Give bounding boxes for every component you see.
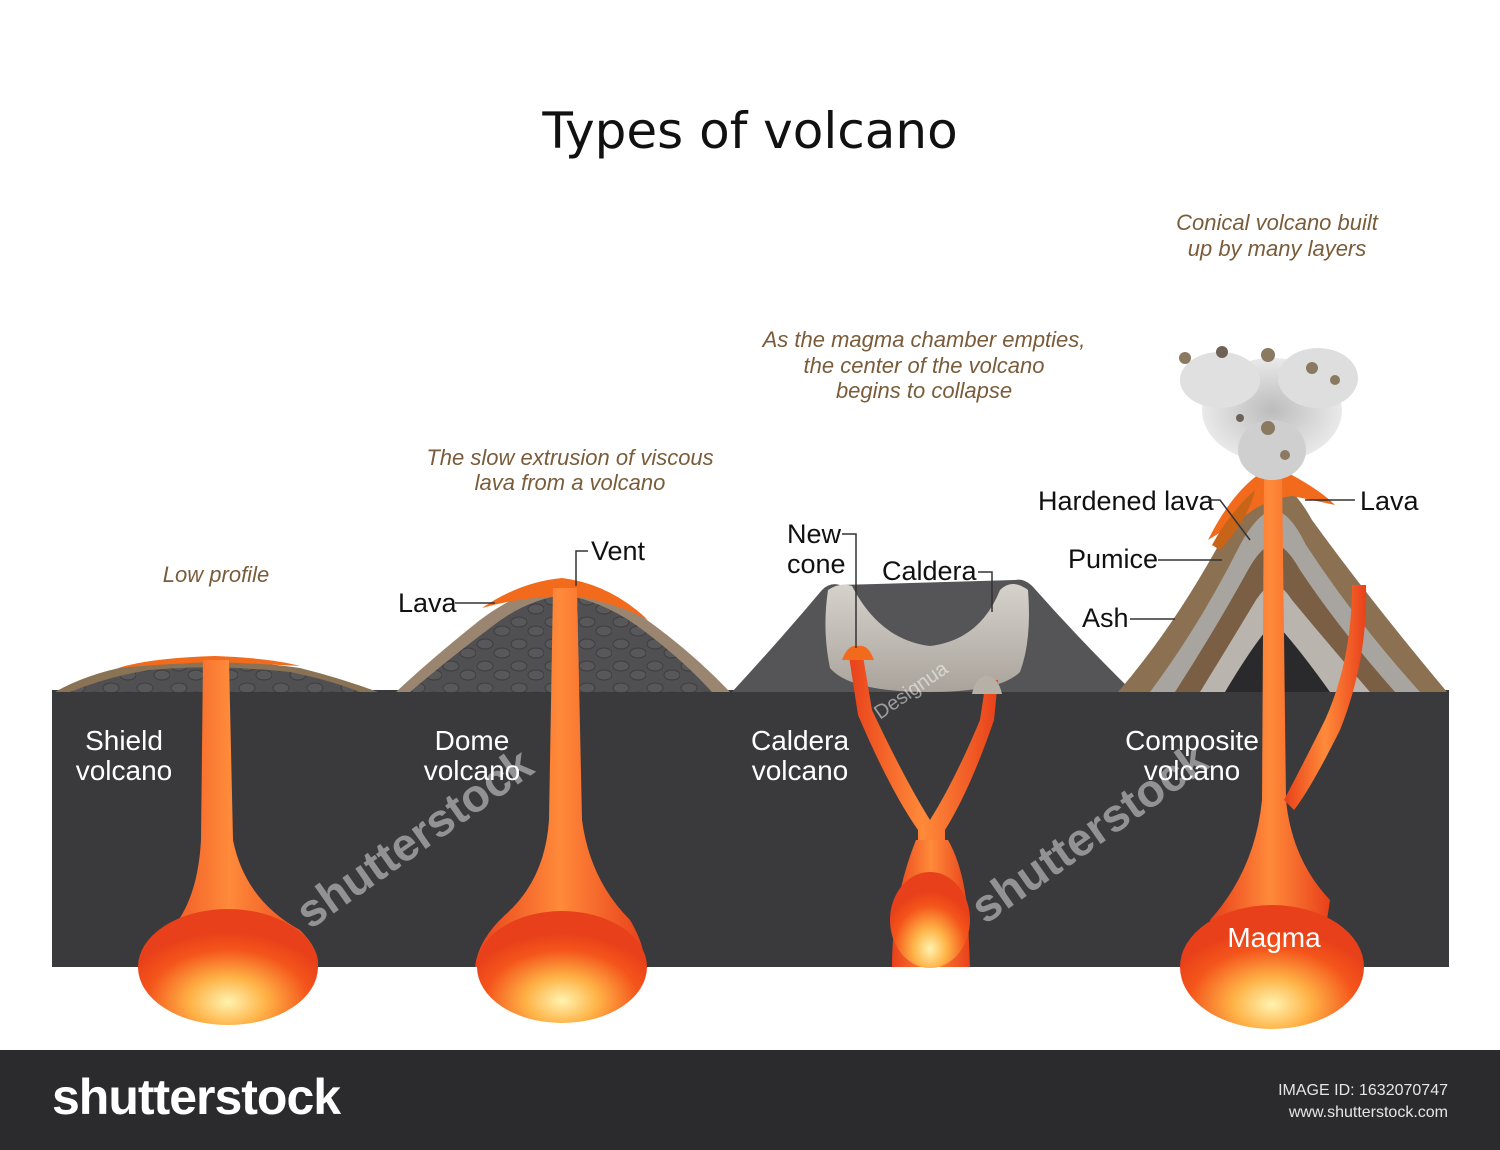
new-cone-lava xyxy=(842,645,874,660)
composite-hardened-lava xyxy=(1212,490,1255,550)
caldera-magma-chamber xyxy=(890,872,970,968)
note-composite-line-1: Conical volcano built xyxy=(1176,210,1379,235)
name-dome-line-2: volcano xyxy=(424,755,521,786)
eruption-plume xyxy=(1179,346,1358,480)
label-lava-dome: Lava xyxy=(398,588,458,618)
dome-volcano xyxy=(396,578,730,1023)
label-vent: Vent xyxy=(591,536,646,566)
label-pumice: Pumice xyxy=(1068,544,1158,574)
leader-caldera xyxy=(978,571,993,612)
label-ash: Ash xyxy=(1082,603,1129,633)
label-magma: Magma xyxy=(1227,922,1321,953)
note-dome-line-1: The slow extrusion of viscous xyxy=(426,445,713,470)
watermark-author-dome: Designua xyxy=(375,512,458,579)
note-shield: Low profile xyxy=(163,562,269,587)
volcano-types-diagram: Types of volcano xyxy=(52,102,1449,1029)
dome-magma-chamber xyxy=(477,911,647,1023)
composite-side-conduit xyxy=(1284,585,1367,810)
composite-main-conduit xyxy=(1210,470,1330,967)
note-dome-line-2: lava from a volcano xyxy=(475,470,666,495)
label-new-cone-line-2: cone xyxy=(787,549,846,579)
caldera-bowl xyxy=(825,584,1029,692)
shield-volcano xyxy=(55,656,378,1025)
name-shield-line-2: volcano xyxy=(76,755,173,786)
name-caldera-line-2: volcano xyxy=(752,755,849,786)
label-caldera: Caldera xyxy=(882,556,978,586)
image-footer: shutterstock IMAGE ID: 1632070747 www.sh… xyxy=(0,1050,1500,1150)
name-composite-line-1: Composite xyxy=(1125,725,1259,756)
note-caldera-line-2: the center of the volcano xyxy=(804,353,1045,378)
label-lava-composite: Lava xyxy=(1360,486,1420,516)
composite-magma-chamber xyxy=(1180,905,1364,1029)
footer-image-id: IMAGE ID: 1632070747 xyxy=(1278,1082,1448,1099)
footer-image-info: IMAGE ID: 1632070747 www.shutterstock.co… xyxy=(1278,1080,1448,1124)
name-caldera-line-1: Caldera xyxy=(751,725,849,756)
note-composite-line-2: up by many layers xyxy=(1188,236,1367,261)
caldera-volcano xyxy=(732,579,1133,968)
shield-magma-chamber xyxy=(138,909,318,1025)
name-dome-line-1: Dome xyxy=(435,725,510,756)
label-hardened-lava: Hardened lava xyxy=(1038,486,1215,516)
shield-magma-conduit xyxy=(140,660,319,967)
diagram-title: Types of volcano xyxy=(541,102,957,160)
leader-hardened-lava xyxy=(1208,499,1251,541)
caldera-conduit-left xyxy=(848,650,998,860)
name-composite-line-2: volcano xyxy=(1144,755,1241,786)
dome-lava-cap xyxy=(482,578,648,620)
footer-brand: shutterstock xyxy=(52,1069,341,1125)
note-caldera-line-3: begins to collapse xyxy=(836,378,1012,403)
name-shield-line-1: Shield xyxy=(85,725,163,756)
note-caldera-line-1: As the magma chamber empties, xyxy=(761,327,1086,352)
composite-volcano xyxy=(1118,346,1447,1029)
composite-lava-flow xyxy=(1208,472,1335,540)
footer-url: www.shutterstock.com xyxy=(1288,1104,1448,1121)
caldera-vent-right xyxy=(972,676,1002,694)
leader-vent xyxy=(575,550,588,586)
dome-magma-conduit xyxy=(475,588,645,967)
leader-new-cone xyxy=(842,533,857,648)
label-new-cone-line-1: New xyxy=(787,519,842,549)
